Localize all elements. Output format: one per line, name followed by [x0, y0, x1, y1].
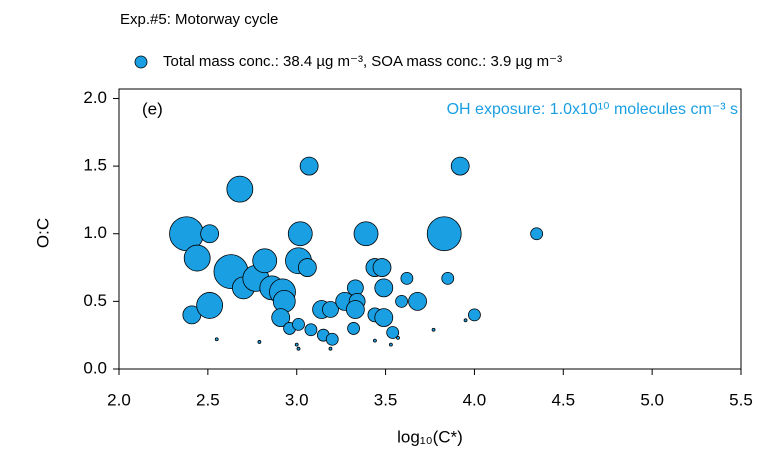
y-tick-label: 2.0	[83, 88, 107, 107]
bubble	[345, 300, 365, 319]
bubble	[304, 323, 318, 337]
bubble	[530, 227, 544, 241]
y-axis-label: O:C	[33, 218, 52, 248]
bubble	[214, 337, 219, 342]
plot-frame	[118, 88, 742, 370]
bubble	[292, 317, 305, 331]
bubble	[297, 258, 317, 277]
bubble	[450, 156, 470, 176]
bubble	[386, 326, 400, 339]
y-tick-label: 0.5	[83, 291, 107, 310]
x-tick-label: 3.5	[374, 390, 398, 409]
y-tick-label: 1.5	[83, 156, 107, 175]
x-tick-label: 5.5	[729, 390, 753, 409]
annotation: OH exposure: 1.0x10¹⁰ molecules cm⁻³ s	[447, 101, 738, 118]
bubble	[353, 221, 379, 247]
chart-title: Exp.#5: Motorway cycle	[120, 11, 278, 28]
bubble	[252, 248, 278, 274]
panel-label: (e)	[142, 99, 163, 118]
bubble	[226, 175, 254, 203]
bubble	[200, 224, 220, 244]
bubble	[408, 291, 427, 311]
x-axis-label: log₁₀(C*)	[397, 427, 463, 446]
bubble	[287, 221, 313, 247]
bubble	[431, 327, 436, 332]
bubble	[347, 322, 360, 335]
bubble	[373, 338, 377, 343]
x-tick-label: 2.5	[196, 390, 220, 409]
x-tick-label: 4.0	[463, 390, 487, 409]
bubble	[325, 332, 339, 346]
legend-label: Total mass conc.: 38.4 µg m⁻³, SOA mass …	[163, 53, 562, 70]
bubble	[441, 271, 455, 285]
bubble	[196, 292, 224, 319]
x-tick-label: 3.0	[285, 390, 309, 409]
bubble	[257, 340, 262, 344]
y-tick-label: 1.0	[83, 223, 107, 242]
bubble	[372, 258, 392, 277]
legend-marker	[134, 55, 148, 69]
bubble	[389, 342, 393, 347]
bubble	[322, 301, 339, 318]
bubble	[183, 244, 211, 272]
bubble	[296, 346, 301, 351]
bubble	[374, 308, 394, 327]
x-tick-label: 2.0	[107, 390, 131, 409]
bubble	[400, 271, 414, 285]
bubble	[463, 318, 468, 323]
x-tick-label: 5.0	[640, 390, 664, 409]
bubble	[426, 216, 462, 252]
x-tick-label: 4.5	[551, 390, 575, 409]
bubble	[468, 308, 481, 322]
bubble	[374, 278, 394, 298]
y-tick-label: 0.0	[83, 358, 107, 377]
bubble	[395, 294, 408, 308]
bubble	[328, 346, 333, 351]
bubble	[294, 342, 299, 347]
bubble	[299, 156, 319, 176]
bubble	[271, 308, 291, 327]
bubble	[396, 335, 400, 340]
